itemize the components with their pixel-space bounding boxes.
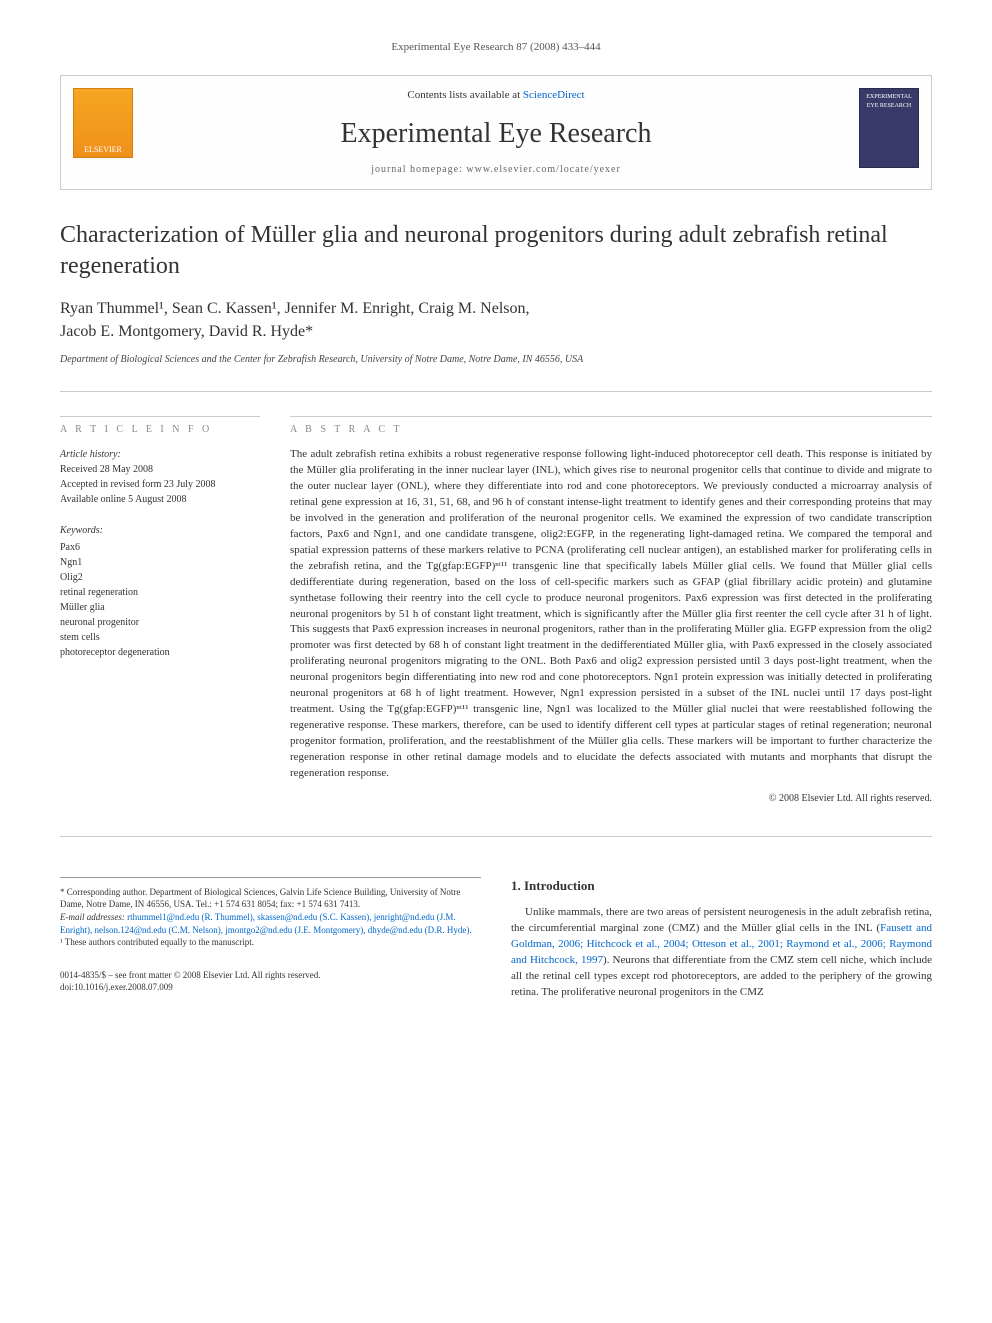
homepage-line: journal homepage: www.elsevier.com/locat…	[77, 163, 915, 177]
history-label: Article history:	[60, 447, 260, 462]
history-online: Available online 5 August 2008	[60, 492, 260, 507]
introduction-heading: 1. Introduction	[511, 877, 932, 895]
abstract-copyright: © 2008 Elsevier Ltd. All rights reserved…	[290, 792, 932, 806]
authors-block: Ryan Thummel¹, Sean C. Kassen¹, Jennifer…	[60, 298, 932, 343]
body-right-column: 1. Introduction Unlike mammals, there ar…	[511, 877, 932, 1001]
keywords-label: Keywords:	[60, 523, 260, 538]
corresponding-author-note: * Corresponding author. Department of Bi…	[60, 886, 481, 911]
doi-line: doi:10.1016/j.exer.2008.07.009	[60, 981, 481, 994]
body-columns: * Corresponding author. Department of Bi…	[60, 877, 932, 1001]
journal-cover-text: EXPERIMENTAL EYE RESEARCH	[860, 89, 918, 114]
article-title: Characterization of Müller glia and neur…	[60, 220, 932, 282]
journal-masthead: ELSEVIER EXPERIMENTAL EYE RESEARCH Conte…	[60, 75, 932, 190]
affiliation: Department of Biological Sciences and th…	[60, 353, 932, 367]
intro-text-pre: Unlike mammals, there are two areas of p…	[511, 906, 932, 934]
keyword: Olig2	[60, 570, 260, 585]
contents-line: Contents lists available at ScienceDirec…	[77, 88, 915, 103]
introduction-paragraph: Unlike mammals, there are two areas of p…	[511, 905, 932, 1001]
journal-name: Experimental Eye Research	[77, 114, 915, 153]
emails-line: E-mail addresses: rthummel1@nd.edu (R. T…	[60, 911, 481, 936]
keyword: stem cells	[60, 630, 260, 645]
divider	[60, 391, 932, 392]
footnotes: * Corresponding author. Department of Bi…	[60, 877, 481, 949]
running-head: Experimental Eye Research 87 (2008) 433–…	[60, 40, 932, 55]
history-accepted: Accepted in revised form 23 July 2008	[60, 477, 260, 492]
elsevier-logo-text: ELSEVIER	[74, 144, 132, 155]
homepage-url[interactable]: www.elsevier.com/locate/yexer	[466, 164, 620, 175]
keyword: neuronal progenitor	[60, 615, 260, 630]
issn-copyright-line: 0014-4835/$ – see front matter © 2008 El…	[60, 969, 481, 982]
elsevier-logo: ELSEVIER	[73, 88, 133, 158]
journal-cover-thumbnail: EXPERIMENTAL EYE RESEARCH	[859, 88, 919, 168]
contents-text: Contents lists available at	[407, 89, 522, 101]
abstract-label: A B S T R A C T	[290, 416, 932, 437]
keyword: Pax6	[60, 540, 260, 555]
article-history: Article history: Received 28 May 2008 Ac…	[60, 447, 260, 507]
keyword: Müller glia	[60, 600, 260, 615]
keyword: photoreceptor degeneration	[60, 645, 260, 660]
homepage-label: journal homepage:	[371, 164, 466, 175]
abstract-text: The adult zebrafish retina exhibits a ro…	[290, 447, 932, 782]
keyword: retinal regeneration	[60, 585, 260, 600]
abstract-column: A B S T R A C T The adult zebrafish reti…	[290, 416, 932, 806]
authors-line-1: Ryan Thummel¹, Sean C. Kassen¹, Jennifer…	[60, 298, 932, 320]
article-info-column: A R T I C L E I N F O Article history: R…	[60, 416, 260, 806]
emails-label: E-mail addresses:	[60, 912, 127, 922]
info-abstract-row: A R T I C L E I N F O Article history: R…	[60, 416, 932, 806]
sciencedirect-link[interactable]: ScienceDirect	[523, 89, 585, 101]
keyword: Ngn1	[60, 555, 260, 570]
authors-line-2: Jacob E. Montgomery, David R. Hyde*	[60, 321, 932, 343]
divider	[60, 836, 932, 837]
body-left-column: * Corresponding author. Department of Bi…	[60, 877, 481, 1001]
equal-contribution-note: ¹ These authors contributed equally to t…	[60, 936, 481, 949]
doi-block: 0014-4835/$ – see front matter © 2008 El…	[60, 969, 481, 994]
article-info-label: A R T I C L E I N F O	[60, 416, 260, 437]
history-received: Received 28 May 2008	[60, 462, 260, 477]
keywords-block: Keywords: Pax6 Ngn1 Olig2 retinal regene…	[60, 523, 260, 660]
